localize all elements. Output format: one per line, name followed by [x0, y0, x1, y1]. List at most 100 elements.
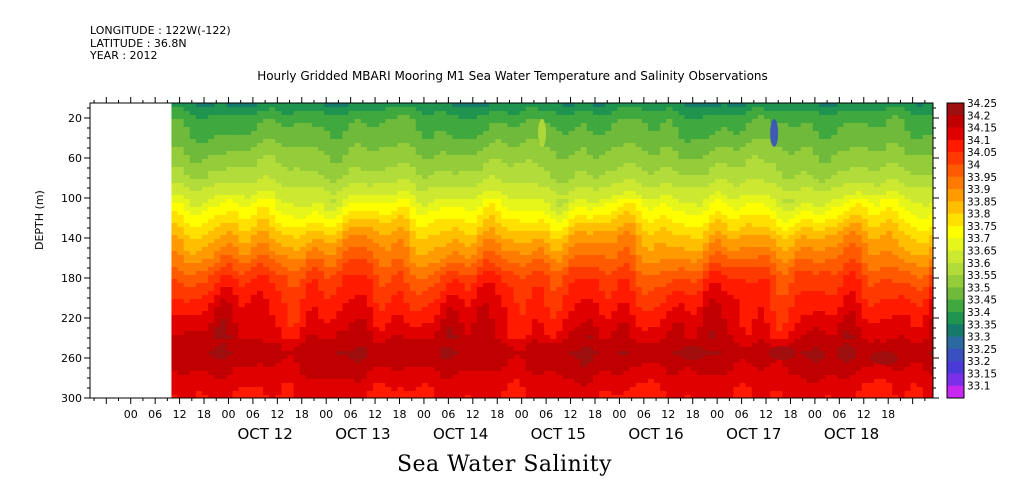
salinity-cell: [238, 135, 246, 140]
salinity-cell: [318, 375, 325, 380]
salinity-cell: [501, 171, 509, 176]
salinity-cell: [275, 347, 283, 352]
salinity-cell: [263, 279, 270, 284]
salinity-cell: [458, 375, 466, 380]
salinity-cell: [232, 383, 240, 388]
salinity-cell: [293, 115, 301, 120]
salinity-cell: [305, 139, 313, 144]
salinity-cell: [293, 359, 301, 364]
salinity-cell: [379, 143, 386, 148]
salinity-cell: [415, 167, 423, 172]
salinity-cell: [391, 147, 399, 152]
salinity-cell: [409, 163, 417, 168]
salinity-cell: [495, 187, 502, 192]
salinity-cell: [238, 319, 246, 324]
salinity-cell: [208, 251, 215, 256]
salinity-cell: [556, 179, 564, 184]
salinity-cell: [183, 363, 191, 368]
salinity-cell: [428, 391, 435, 396]
salinity-cell: [269, 383, 276, 388]
salinity-cell: [263, 119, 270, 124]
salinity-cell: [556, 243, 564, 248]
salinity-cell: [318, 339, 325, 344]
salinity-cell: [513, 267, 521, 272]
salinity-cell: [544, 159, 551, 164]
salinity-cell: [507, 203, 515, 208]
salinity-cell: [299, 127, 307, 132]
salinity-cell: [220, 283, 228, 288]
salinity-cell: [299, 287, 307, 292]
salinity-cell: [366, 107, 374, 112]
salinity-cell: [171, 175, 179, 180]
salinity-cell: [440, 319, 447, 324]
salinity-cell: [501, 175, 509, 180]
salinity-cell: [556, 247, 564, 252]
salinity-cell: [269, 175, 276, 180]
salinity-cell: [525, 355, 533, 360]
salinity-cell: [366, 139, 374, 144]
salinity-cell: [574, 183, 582, 188]
salinity-cell: [568, 183, 576, 188]
salinity-cell: [263, 359, 270, 364]
salinity-cell: [256, 363, 264, 368]
salinity-cell: [519, 199, 527, 204]
salinity-cell: [440, 103, 447, 108]
salinity-cell: [299, 155, 307, 160]
salinity-cell: [434, 367, 441, 372]
salinity-cell: [177, 355, 185, 360]
salinity-cell: [299, 103, 307, 108]
salinity-cell: [311, 375, 319, 380]
salinity-cell: [415, 135, 423, 140]
salinity-cell: [226, 395, 234, 398]
salinity-cell: [556, 319, 564, 324]
salinity-cell: [446, 243, 454, 248]
salinity-cell: [373, 115, 380, 120]
salinity-cell: [409, 103, 417, 108]
salinity-cell: [171, 255, 179, 260]
salinity-cell: [421, 247, 429, 252]
salinity-cell: [513, 375, 521, 380]
salinity-cell: [507, 287, 515, 292]
salinity-cell: [232, 207, 240, 212]
salinity-cell: [482, 391, 490, 396]
salinity-cell: [305, 271, 313, 276]
salinity-cell: [256, 391, 264, 396]
salinity-cell: [214, 199, 221, 204]
salinity-cell: [208, 211, 215, 216]
salinity-cell: [373, 167, 380, 172]
salinity-cell: [574, 191, 582, 196]
salinity-cell: [397, 167, 405, 172]
salinity-cell: [507, 339, 515, 344]
salinity-cell: [201, 123, 209, 128]
salinity-cell: [238, 291, 246, 296]
salinity-cell: [501, 191, 509, 196]
salinity-cell: [458, 115, 466, 120]
salinity-cell: [452, 267, 460, 272]
salinity-cell: [336, 131, 344, 136]
salinity-cell: [458, 155, 466, 160]
salinity-cell: [513, 207, 521, 212]
salinity-cell: [568, 171, 576, 176]
salinity-cell: [440, 223, 447, 228]
salinity-cell: [464, 343, 472, 348]
salinity-cell: [489, 151, 496, 156]
salinity-cell: [464, 371, 472, 376]
salinity-cell: [171, 199, 179, 204]
salinity-cell: [507, 179, 515, 184]
salinity-cell: [354, 291, 362, 296]
salinity-cell: [201, 335, 209, 340]
salinity-cell: [311, 275, 319, 280]
salinity-cell: [287, 131, 295, 136]
salinity-cell: [482, 375, 490, 380]
salinity-cell: [452, 231, 460, 236]
salinity-cell: [305, 343, 313, 348]
salinity-cell: [391, 391, 399, 396]
salinity-cell: [232, 115, 240, 120]
salinity-cell: [550, 191, 557, 196]
salinity-cell: [531, 347, 539, 352]
salinity-cell: [513, 119, 521, 124]
salinity-cell: [501, 387, 509, 392]
salinity-cell: [281, 167, 289, 172]
salinity-cell: [397, 135, 405, 140]
salinity-cell: [452, 299, 460, 304]
